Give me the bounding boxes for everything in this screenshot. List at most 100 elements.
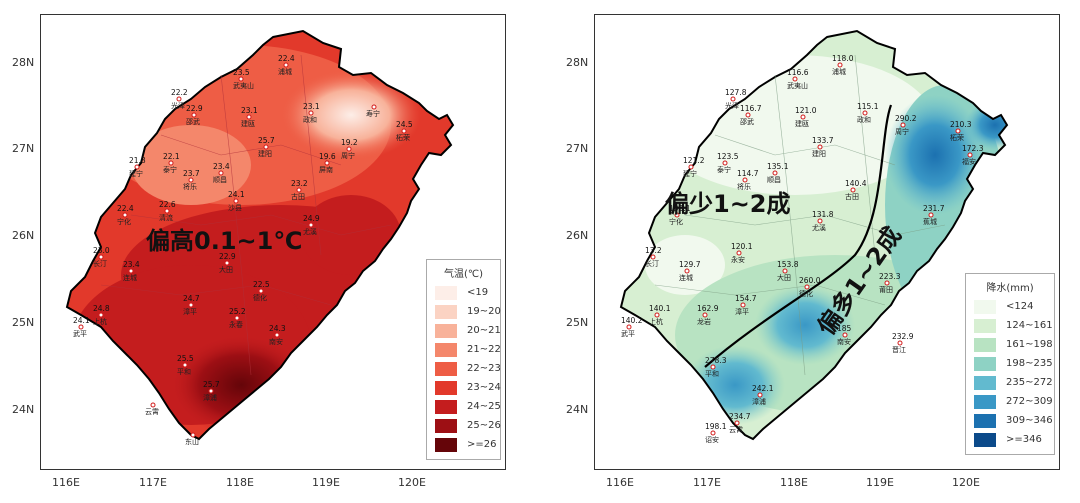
station-name: 长汀 [645,259,659,268]
station-name: 古田 [845,192,859,201]
legend-swatch [435,437,457,452]
legend-label: <124 [1006,301,1034,312]
station-name: 泰宁 [717,165,731,174]
station-value: 23.7 [183,169,200,178]
legend-label: >=26 [467,439,497,450]
station-marker: 121.2 建宁 [683,156,705,178]
station-marker: 242.1 漳浦 [752,384,774,406]
station-marker: 24.3 南安 [269,324,286,346]
station-name: 周宁 [341,151,355,160]
station-value: 131.8 [812,210,834,219]
station-marker: 131.8 尤溪 [812,210,834,232]
station-marker: 云霄 [145,402,159,416]
station-value: 24.7 [183,294,200,303]
station-dot [234,315,240,321]
legend-label: 21~22 [467,344,501,355]
right-ytick-24: 24N [566,403,589,416]
station-name: 顺昌 [767,176,781,184]
station-marker: 140.1 上杭 [649,304,671,326]
station-name: 清流 [159,213,173,222]
legend-item: 272~309 [974,392,1053,411]
station-dot [122,212,128,218]
legend-swatch [435,304,457,319]
station-marker: 114.7 将乐 [737,169,759,191]
station-dot [324,160,330,166]
station-name: 永安 [731,255,745,264]
right-xtick-116: 116E [606,476,634,489]
station-dot [274,332,280,338]
station-value: 24.5 [396,120,413,129]
station-dot [684,268,690,274]
legend-label: 198~235 [1006,358,1053,369]
legend-swatch [974,413,996,428]
station-marker: 22.4 浦城 [278,54,295,76]
right-ytick-25: 25N [566,316,589,329]
station-dot [190,432,196,438]
station-name: 武平 [621,329,635,338]
station-name: 莆田 [879,285,893,294]
station-name: 顺昌 [213,176,227,184]
station-name: 古田 [291,192,305,201]
precipitation-legend: 降水(mm) <124 124~161 161~198 198~235 235~272 2… [965,273,1055,455]
station-value: 22.1 [163,152,180,161]
station-marker: 19.2 周宁 [341,138,358,160]
station-marker: 234.7 云霄 [729,412,751,434]
station-marker: 118.0 浦城 [832,54,854,76]
station-marker: 23.5 武夷山 [233,68,254,90]
legend-item: >=26 [435,435,496,454]
legend-item: 21~22 [435,340,501,359]
station-dot [850,187,856,193]
station-value: 25.5 [177,354,194,363]
station-marker: 24.1 武平 [73,316,90,338]
station-marker: 23.0 长汀 [93,246,110,268]
station-dot [346,146,352,152]
station-value: 116.7 [740,104,762,113]
station-name: 德化 [253,293,267,302]
station-name: 泰宁 [163,165,177,174]
legend-swatch [974,375,996,390]
right-ytick-26: 26N [566,229,589,242]
station-name: 漳平 [183,307,197,316]
station-dot [730,96,736,102]
station-name: 云霄 [145,408,159,416]
right-ytick-27: 27N [566,142,589,155]
legend-swatch [435,285,457,300]
station-marker: 198.1 诏安 [705,422,727,444]
station-marker: 172.3 福安 [962,144,984,166]
station-value: 23.1 [241,106,258,115]
station-value: 260.0 [799,276,821,285]
station-name: 连城 [679,273,693,282]
station-dot [258,288,264,294]
station-marker: 23.4 顺昌 [213,162,230,184]
station-dot [296,187,302,193]
station-marker: 278.3 平和 [705,356,727,378]
station-name: 政和 [303,115,317,124]
station-value: 232.9 [892,332,914,341]
legend-label: 161~198 [1006,339,1053,350]
station-marker: 东山 [185,432,199,446]
station-marker: 22.4 宁化 [117,204,134,226]
station-dot [188,302,194,308]
station-value: 22.2 [171,88,188,97]
station-dot [900,122,906,128]
station-dot [176,96,182,102]
station-marker: 24.7 漳平 [183,294,200,316]
station-value: 23.4 [123,260,140,269]
station-name: 上杭 [93,317,107,326]
legend-title: 气温(℃) [443,269,484,280]
left-xtick-120: 120E [398,476,426,489]
legend-swatch [435,361,457,376]
station-name: 浦城 [278,67,292,76]
station-name: 将乐 [183,182,197,191]
station-dot [263,144,269,150]
station-value: 23.4 [213,162,230,171]
station-name: 建阳 [258,149,272,158]
legend-label: >=346 [1006,434,1042,445]
station-marker: 121.0 建瓯 [795,106,817,128]
station-dot [736,250,742,256]
station-dot [745,112,751,118]
station-marker: 25.5 平和 [177,354,194,376]
station-value: 22.9 [219,252,236,261]
legend-swatch [974,299,996,314]
station-value: 154.7 [735,294,757,303]
